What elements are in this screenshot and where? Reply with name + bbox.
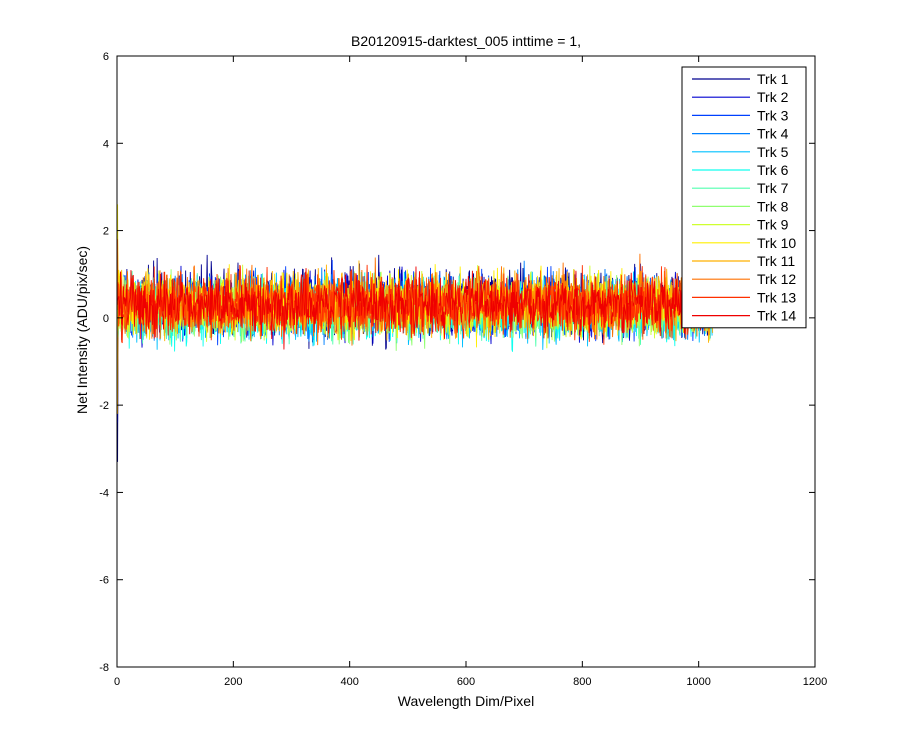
y-tick-label: 6 (103, 51, 109, 63)
legend-label: Trk 7 (757, 180, 789, 196)
x-tick-label: 1000 (686, 676, 710, 688)
x-tick-label: 600 (457, 676, 475, 688)
y-axis-label: Net Intensity (ADU/pix/sec) (74, 246, 90, 414)
legend-label: Trk 11 (757, 253, 795, 269)
x-axis-ticks: 0 200 400 600 800 1000 1200 (114, 56, 827, 688)
legend-label: Trk 12 (757, 271, 796, 287)
legend-label: Trk 14 (757, 308, 796, 324)
x-axis-label: Wavelength Dim/Pixel (398, 693, 534, 709)
legend-label: Trk 2 (757, 89, 789, 105)
x-tick-label: 200 (224, 676, 242, 688)
y-tick-label: -4 (99, 487, 109, 499)
series-line-trk-14 (117, 266, 714, 350)
y-tick-label: 2 (103, 226, 109, 238)
legend-label: Trk 4 (757, 126, 789, 142)
legend-label: Trk 10 (757, 235, 796, 251)
legend-box (681, 66, 807, 329)
x-tick-label: 0 (114, 676, 120, 688)
x-tick-label: 800 (573, 676, 591, 688)
y-tick-label: 0 (103, 313, 109, 325)
x-tick-label: 1200 (803, 676, 827, 688)
y-tick-label: -6 (99, 575, 109, 587)
x-tick-label: 400 (340, 676, 358, 688)
legend-label: Trk 13 (757, 289, 796, 305)
legend-label: Trk 1 (757, 71, 789, 87)
chart-title: B20120915-darktest_005 inttime = 1, (351, 33, 581, 49)
y-tick-label: 4 (103, 138, 109, 150)
plot-lines (117, 204, 714, 462)
legend-label: Trk 5 (757, 144, 789, 160)
legend-label: Trk 8 (757, 198, 789, 214)
y-tick-label: -8 (99, 662, 109, 674)
legend: Trk 1 Trk 2 Trk 3 Trk 4 Trk 5 Trk 6 Trk 7 Trk 8… (681, 66, 807, 329)
y-tick-label: -2 (99, 400, 109, 412)
legend-label: Trk 3 (757, 107, 789, 123)
y-axis-ticks: -8 -6 -4 -2 0 2 4 6 (99, 51, 815, 674)
legend-label: Trk 6 (757, 162, 789, 178)
legend-label: Trk 9 (757, 217, 789, 233)
